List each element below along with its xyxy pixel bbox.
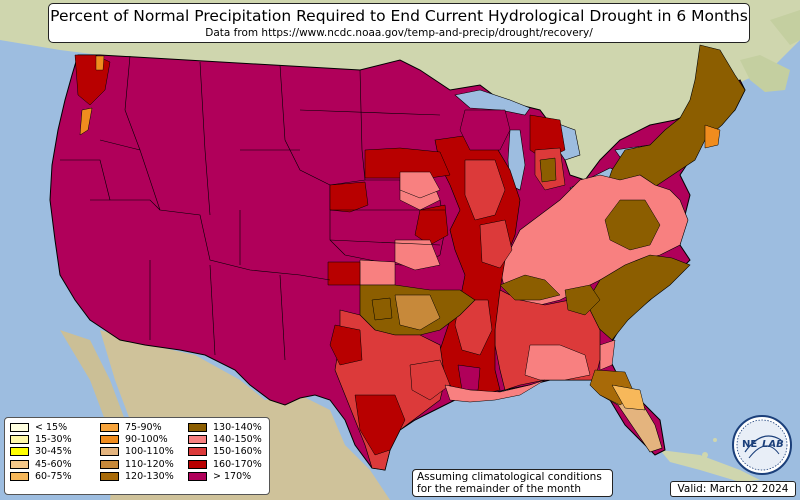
map-title: Percent of Normal Precipitation Required… (50, 7, 748, 25)
newfoundland-land (770, 10, 800, 45)
region-la-gt170 (457, 364, 481, 391)
cuba-land (660, 450, 760, 482)
legend-swatch (188, 459, 207, 469)
legend-swatch (188, 472, 207, 482)
title-box: Percent of Normal Precipitation Required… (48, 3, 750, 43)
logo-text-left: NE (742, 439, 757, 450)
region-smo-140-150 (394, 239, 441, 271)
legend-swatch (100, 472, 119, 482)
region-ms-150-160 (454, 299, 493, 356)
lake-superior (454, 89, 531, 116)
legend-item: 100-110% (100, 446, 174, 458)
region-ga-140-150 (524, 344, 591, 381)
valid-date: Valid: March 02 2024 (670, 481, 796, 497)
bahamas-land (702, 452, 708, 458)
region-ia-140-150 (399, 171, 441, 199)
region-ok-140-150 (359, 259, 396, 286)
logo-text-right: LAB (762, 439, 784, 450)
legend-item: 150-160% (188, 446, 262, 458)
region-nks-160-170 (329, 181, 369, 213)
legend-item: 140-150% (188, 433, 262, 445)
assumption-note: Assuming climatological conditions for t… (412, 469, 613, 497)
legend-item: 130-140% (188, 421, 262, 433)
nova-scotia-land (740, 55, 790, 92)
legend-swatch (100, 447, 119, 457)
region-ark2-130-140 (371, 297, 393, 321)
legend-swatch (10, 472, 29, 482)
region-upper-midwest-160-170 (364, 147, 451, 179)
region-gulfcoast-140-150 (444, 379, 546, 403)
state-borders (60, 55, 445, 361)
legend-swatch (100, 422, 119, 432)
bahamas-land (713, 438, 717, 442)
region-ky-150-160 (479, 219, 513, 269)
legend-item: 30-45% (10, 446, 72, 458)
lake-michigan (507, 129, 526, 191)
legend-swatch (188, 422, 207, 432)
region-il-150-160 (464, 159, 506, 221)
legend-swatch (10, 422, 29, 432)
nexlab-globe-logo-icon: NE LAB (732, 415, 792, 475)
region-mo-160-170 (414, 204, 449, 246)
region-nga-130-140 (564, 284, 601, 316)
legend-swatch (10, 459, 29, 469)
region-cfl-75-90 (611, 384, 646, 411)
legend-swatch (10, 435, 29, 445)
legend-item: < 15% (10, 421, 72, 433)
legend-column-1: < 15% 15-30% 30-45% 45-60% 60-75% (10, 421, 72, 483)
legend-item: 45-60% (10, 458, 72, 470)
region-gulf-150-160 (409, 359, 451, 401)
region-tn-130-140 (499, 274, 561, 301)
legend: < 15% 15-30% 30-45% 45-60% 60-75% 75-90%… (4, 417, 270, 495)
region-wmi-130-140 (539, 157, 557, 183)
legend-column-3: 130-140% 140-150% 150-160% 160-170% > 17… (188, 421, 262, 483)
assumption-note-line2: for the remainder of the month (417, 483, 582, 495)
region-or-90-100 (79, 107, 93, 136)
legend-item: 120-130% (100, 471, 174, 483)
canada-land (0, 0, 800, 180)
region-sc-140-150 (599, 339, 616, 371)
legend-item: 160-170% (188, 458, 262, 470)
legend-item: 110-120% (100, 458, 174, 470)
legend-swatch (100, 435, 119, 445)
legend-swatch (10, 447, 29, 457)
region-ri-90-100 (704, 124, 721, 149)
legend-swatch (100, 459, 119, 469)
region-wi-gt170 (459, 109, 511, 151)
legend-item: 90-100% (100, 433, 174, 445)
legend-item: > 170% (188, 471, 262, 483)
region-ntx-160-170 (329, 324, 363, 366)
legend-column-2: 75-90% 90-100% 100-110% 110-120% 120-130… (100, 421, 174, 483)
legend-item: 60-75% (10, 471, 72, 483)
legend-item: 15-30% (10, 433, 72, 445)
region-wok-160-170 (327, 261, 361, 286)
region-ark-110-120 (394, 294, 441, 331)
legend-swatch (188, 447, 207, 457)
region-stx-160-170 (354, 394, 406, 456)
legend-item: 75-90% (100, 421, 174, 433)
region-wv-130-140 (604, 199, 661, 251)
legend-swatch (188, 435, 207, 445)
region-nwa-90-100 (95, 55, 105, 71)
map-subtitle: Data from https://www.ncdc.noaa.gov/temp… (205, 27, 593, 39)
assumption-note-line1: Assuming climatological conditions (417, 471, 602, 483)
